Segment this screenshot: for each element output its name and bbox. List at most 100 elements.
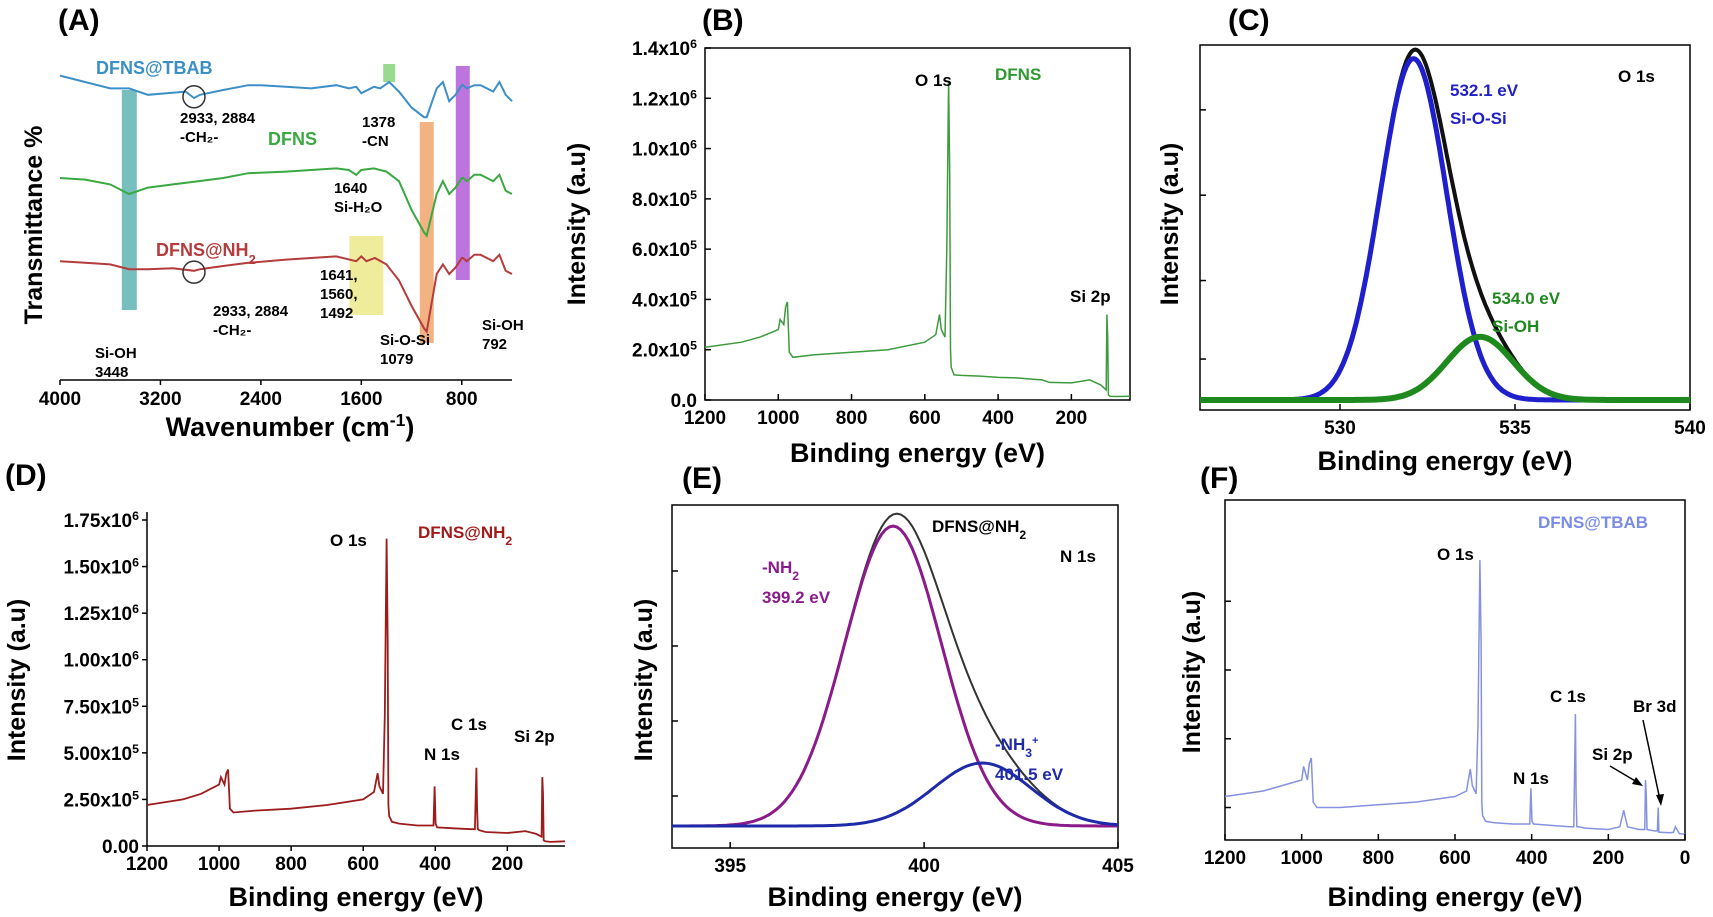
b-peak-o1s: O 1s: [915, 71, 952, 90]
ir-series-line-2: [59, 252, 513, 334]
b-x-tick-label: 400: [982, 408, 1014, 429]
e-peak1-sublabel: -NH2: [762, 558, 799, 583]
b-legend: DFNS: [995, 65, 1041, 84]
e-peak1-sublabel-part: 2: [792, 569, 799, 583]
panel-d: (D)1200 1000 800 600 400 2000.002.50x1055.00x…: [3, 459, 566, 912]
ir-circle-bottom: [182, 260, 206, 284]
ann-2933-bottom-line: -CH₂-: [213, 322, 251, 339]
f-x-tick-label: 800: [1362, 848, 1394, 869]
d-x-tick-label: 200: [491, 854, 523, 875]
f-x-tick-label: 1200: [1204, 848, 1246, 869]
d-y-tick-label-part: 5: [132, 742, 139, 756]
c-plot-frame: [1199, 44, 1691, 411]
ir-x-tick-label: 2400: [240, 389, 282, 410]
panel-label-e: (E): [682, 462, 722, 495]
f-arrow-si2p-line: [1609, 765, 1638, 783]
ann-1378-line: -CN: [362, 133, 389, 150]
ann-siosi-1079-line: 1079: [380, 351, 413, 368]
panel-label-a: (A): [58, 4, 100, 37]
panel-c: (C) 530 535 540 Binding energy (eV) Intensity…: [1156, 4, 1706, 476]
ir-series-name-tbab: DFNS@TBAB: [96, 58, 213, 78]
f-x-tick-label: 600: [1439, 848, 1471, 869]
d-y-tick-label-part: 1.75x10: [63, 511, 132, 532]
e-x-title: Binding energy (eV): [767, 882, 1022, 912]
e-peak2-sublabel-part: +: [1032, 735, 1038, 747]
b-peak-si2p: Si 2p: [1070, 287, 1111, 306]
b-y-tick-label: 1.0x106: [632, 138, 697, 161]
e-peak1-sublabel-part: -NH: [762, 558, 792, 577]
b-y-tick-label-part: 5: [690, 238, 697, 252]
b-spectrum-line: [704, 80, 1131, 398]
f-arrow-si2p-head: [1632, 777, 1643, 786]
c-x-tick-label: 535: [1499, 418, 1531, 439]
ir-x-tick-label: 800: [446, 389, 478, 410]
ann-1641-line: 1492: [320, 305, 353, 322]
b-y-tick-label: 6.0x105: [632, 238, 697, 261]
ir-x-tick-label: 1600: [340, 389, 382, 410]
e-peak2-sublabel-part: 3: [1025, 746, 1032, 760]
d-x-tick-label: 600: [347, 854, 379, 875]
b-x-tick-label: 1000: [757, 408, 799, 429]
f-peak-n1s: N 1s: [1513, 769, 1549, 788]
d-y-tick-label-part: 1.00x10: [63, 651, 132, 672]
ir-x-title-part: -1: [390, 410, 406, 430]
d-x-tick-label: 1000: [198, 854, 240, 875]
d-legend: DFNS@NH2: [418, 523, 512, 548]
d-x-title: Binding energy (eV): [228, 882, 483, 912]
ann-sioh-3448-line: 3448: [95, 364, 128, 381]
d-y-tick-label-part: 6: [132, 602, 139, 616]
e-peak1-label: 399.2 eV: [762, 588, 831, 607]
f-x-tick-label: 400: [1516, 848, 1548, 869]
f-x-tick-label: 200: [1592, 848, 1624, 869]
d-peak-c1s: C 1s: [451, 715, 487, 734]
b-y-tick-label: 4.0x105: [632, 288, 697, 311]
c-peak-sio-si-line: [1200, 56, 1690, 403]
d-y-tick-label: 0.00: [102, 837, 139, 858]
b-x-tick-label: 800: [836, 408, 868, 429]
ann-1640-line: 1640: [334, 180, 367, 197]
b-y-tick-label: 1.4x106: [632, 37, 697, 60]
ann-1640-line: Si-H₂O: [334, 199, 383, 216]
ann-sioh-792-line: Si-OH: [482, 317, 524, 334]
f-y-title: Intensity (a.u): [1178, 591, 1206, 754]
e-legend: N 1s: [1060, 547, 1096, 566]
f-peak-si2p: Si 2p: [1592, 745, 1633, 764]
d-legend-part: 2: [505, 534, 512, 548]
b-y-tick-label-part: 1.4x10: [632, 39, 690, 60]
d-y-tick-label-part: 5: [132, 788, 139, 802]
e-peak2-label: 401.5 eV: [995, 765, 1064, 784]
c-x-tick-label: 540: [1674, 418, 1706, 439]
ir-band-2: [455, 66, 470, 280]
b-y-tick-label-part: 0.0: [671, 391, 697, 412]
d-peak-n1s: N 1s: [424, 745, 460, 764]
ann-2933-top-line: -CH₂-: [180, 129, 218, 146]
d-y-tick-label: 7.50x105: [63, 695, 139, 718]
b-y-title: Intensity (a.u): [563, 143, 591, 306]
e-peak2-sublabel-part: -NH: [995, 735, 1025, 754]
ir-x-tick-label: 4000: [39, 389, 81, 410]
ir-series-line-1: [59, 167, 513, 238]
c-x-tick-label: 530: [1324, 418, 1356, 439]
e-title-part: DFNS@NH: [932, 517, 1019, 536]
ir-x-tick-label: 3200: [139, 389, 181, 410]
ann-1641-line: 1560,: [320, 286, 358, 303]
e-peak-nh3-line: [672, 761, 1119, 828]
e-x-tick-label: 395: [714, 856, 746, 877]
d-y-tick-label-part: 1.50x10: [63, 558, 132, 579]
ir-band-0: [121, 90, 137, 310]
ir-series-line-0: [59, 74, 513, 119]
d-y-tick-label-part: 5.00x10: [63, 744, 132, 765]
panel-e: (E) 395 400 405 Binding energy (eV) Intensity…: [630, 462, 1134, 912]
ir-circle-top: [182, 85, 206, 109]
ir-x-title-part: Wavenumber (cm: [166, 412, 390, 442]
b-x-title: Binding energy (eV): [790, 438, 1045, 468]
b-y-tick-label-part: 5: [690, 339, 697, 353]
d-y-tick-label: 1.00x106: [63, 649, 139, 672]
e-title: DFNS@NH2: [932, 517, 1026, 542]
b-y-tick-label: 1.2x106: [632, 87, 697, 110]
f-peak-o1s: O 1s: [1437, 545, 1474, 564]
panel-f: (F) 1200 1000 800 600 400 200 0 Binding energy (…: [1178, 462, 1690, 912]
ann-1641-line: 1641,: [320, 267, 358, 284]
panel-label-b: (B): [702, 4, 744, 37]
